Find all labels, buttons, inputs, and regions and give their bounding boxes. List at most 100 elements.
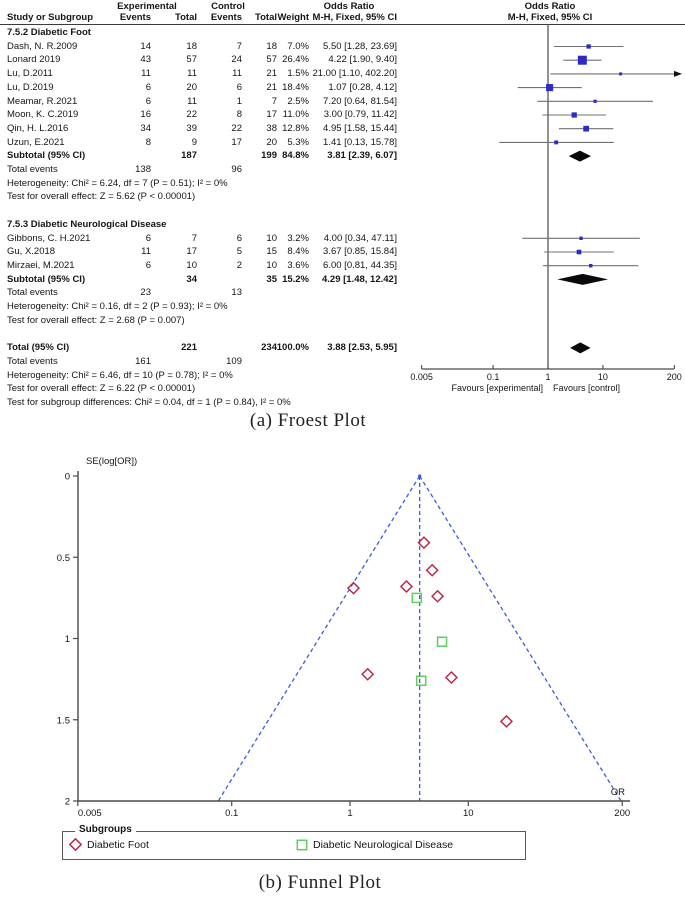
overall-effect-line-text: Test for overall effect: Z = 5.62 (P < 0… xyxy=(7,191,196,203)
pooled-diamond xyxy=(557,273,609,285)
or-ci: 3.67 [0.85, 15.84] xyxy=(323,246,397,258)
study-name: Dash, N. R.2009 xyxy=(7,40,78,52)
pooled-diamond xyxy=(570,342,591,354)
legend-item-diabetic-foot: Diabetic Foot xyxy=(68,837,149,853)
header-study-or-subgroup: Study or Subgroup xyxy=(7,12,94,23)
subtotal-label: Subtotal (95% CI) xyxy=(7,273,86,285)
funnel-point-diamond xyxy=(425,563,439,577)
or-ci: 6.00 [0.81, 44.35] xyxy=(323,259,397,271)
ctl-events: 24 xyxy=(231,54,242,66)
exp-events: 6 xyxy=(145,259,151,271)
weight: 2.5% xyxy=(287,95,309,107)
or-point-marker xyxy=(571,112,577,118)
exp-total: 20 xyxy=(186,81,197,93)
exp-total: 39 xyxy=(186,122,197,134)
legend-label-diabetic-foot: Diabetic Foot xyxy=(87,839,149,851)
funnel-y-tick-label: 0 xyxy=(65,472,70,483)
ctl-total: 17 xyxy=(266,109,277,121)
funnel-x-tick-label: 0.1 xyxy=(225,808,238,819)
header-mh-fixed-text-col: M-H, Fixed, 95% CI xyxy=(312,12,397,23)
subtotal-ctl-total: 199 xyxy=(261,150,277,162)
exp-events: 6 xyxy=(145,95,151,107)
study-row: Lonard 2019 43 57 24 57 26.4% 4.22 [1.90, 9.40… xyxy=(0,53,430,67)
subgroup-differences-line: Test for subgroup differences: Chi² = 0.… xyxy=(0,396,430,410)
study-name: Gu, X.2018 xyxy=(7,246,56,258)
or-ci: 4.22 [1.90, 9.40] xyxy=(328,54,397,66)
exp-events: 6 xyxy=(145,232,151,244)
section-title-1-text: 7.5.3 Diabetic Neurological Disease xyxy=(7,218,167,230)
subtotal-exp-total: 34 xyxy=(186,273,197,285)
header-divider xyxy=(0,23,685,25)
or-point-marker xyxy=(579,236,583,240)
total-events-label: Total events xyxy=(7,287,58,299)
favours-experimental-label: Favours [experimental] xyxy=(451,383,543,393)
study-name: Meamar, R.2021 xyxy=(7,95,78,107)
ctl-total: 15 xyxy=(266,246,277,258)
funnel-point-diamond xyxy=(346,581,361,595)
funnel-point-diamond xyxy=(417,536,431,550)
exp-total: 11 xyxy=(187,68,197,80)
header-mh-fixed-graph-col: M-H, Fixed, 95% CI xyxy=(507,12,593,23)
or-ci: 21.00 [1.10, 402.20] xyxy=(312,68,397,80)
grand-heterogeneity-line-text: Heterogeneity: Chi² = 6.46, df = 10 (P =… xyxy=(7,369,233,381)
grand-total-events-exp: 161 xyxy=(135,355,151,367)
or-point-marker xyxy=(588,263,593,268)
funnel-y-tick-label: 2 xyxy=(65,797,70,808)
grand-total-ctl-total: 234 xyxy=(261,342,277,354)
total-events-ctl: 13 xyxy=(231,287,242,299)
heterogeneity-line: Heterogeneity: Chi² = 0.16, df = 2 (P = … xyxy=(0,300,430,314)
study-name: Moon, K. C.2019 xyxy=(7,109,79,121)
forest-x-tick-label: 1 xyxy=(545,372,550,382)
ctl-events: 8 xyxy=(236,109,242,121)
or-point-marker xyxy=(619,72,623,76)
ctl-events: 5 xyxy=(236,246,242,258)
study-row: Gu, X.2018 11 17 5 15 8.4% 3.67 [0.85, 15.84] xyxy=(0,245,430,259)
weight: 26.4% xyxy=(282,54,309,66)
funnel-x-tick-label: 10 xyxy=(463,808,474,819)
exp-events: 6 xyxy=(145,81,151,93)
exp-total: 57 xyxy=(186,54,197,66)
or-ci: 1.07 [0.28, 4.12] xyxy=(328,81,397,93)
exp-total: 17 xyxy=(186,246,197,258)
study-name: Qin, H. L.2016 xyxy=(7,122,69,134)
total-events-label: Total events xyxy=(7,164,58,175)
or-point-marker xyxy=(576,249,582,255)
or-point-marker xyxy=(554,140,559,145)
funnel-guide-line xyxy=(419,475,622,802)
section-title-1: 7.5.3 Diabetic Neurological Disease xyxy=(0,218,430,232)
exp-events: 16 xyxy=(140,109,151,121)
ctl-total: 20 xyxy=(266,136,277,148)
or-ci: 5.50 [1.28, 23.69] xyxy=(323,40,397,52)
forest-plot-graphic: 0.005 0.1 1 10 200 Favours [experimental] Favo… xyxy=(410,24,682,393)
or-ci: 4.95 [1.58, 15.44] xyxy=(323,122,397,134)
or-point-marker xyxy=(586,44,591,49)
grand-total-weight: 100.0% xyxy=(276,342,309,354)
or-point-marker xyxy=(577,55,587,65)
ctl-total: 38 xyxy=(266,122,277,134)
legend-label-diabetic-neuro: Diabetic Neurological Disease xyxy=(313,839,454,851)
study-name: Lu, D.2011 xyxy=(7,68,53,80)
section-title-0-text: 7.5.2 Diabetic Foot xyxy=(7,27,91,38)
ctl-events: 6 xyxy=(236,232,242,244)
funnel-point-diamond xyxy=(499,714,513,728)
exp-events: 14 xyxy=(140,40,151,52)
subtotal-row: Subtotal (95% CI) 34 35 15.2% 4.29 [1.48, 12… xyxy=(0,273,430,287)
study-name: Uzun, E.2021 xyxy=(7,136,65,148)
funnel-point-square xyxy=(411,592,423,604)
subtotal-ctl-total: 35 xyxy=(266,273,277,285)
grand-total-events-label: Total events xyxy=(7,355,58,367)
header-odds-ratio-graph-col: Odds Ratio xyxy=(524,1,576,12)
funnel-x-tick-label: 0.005 xyxy=(78,808,102,819)
diamond-marker-icon xyxy=(68,837,83,852)
subtotal-row: Subtotal (95% CI) 187 199 84.8% 3.81 [2.39, … xyxy=(0,149,430,163)
heterogeneity-line: Heterogeneity: Chi² = 6.24, df = 7 (P = … xyxy=(0,177,430,191)
exp-total: 18 xyxy=(186,40,197,52)
heterogeneity-line-text: Heterogeneity: Chi² = 0.16, df = 2 (P = … xyxy=(7,301,228,312)
ctl-total: 21 xyxy=(266,68,277,80)
exp-events: 43 xyxy=(140,54,151,66)
square-marker-icon xyxy=(296,839,308,851)
subtotal-weight: 84.8% xyxy=(282,150,309,162)
funnel-x-tick-label: 1 xyxy=(347,808,352,819)
forest-table: 7.5.2 Diabetic Foot Dash, N. R.2009 14 18 7 1… xyxy=(0,0,430,410)
